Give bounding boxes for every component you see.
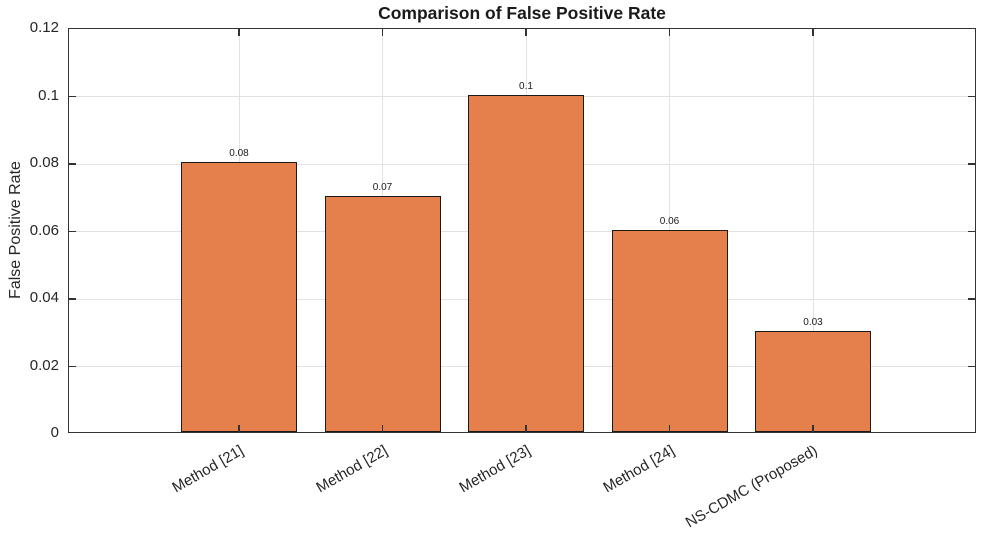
x-tick-mark-top <box>381 29 384 36</box>
x-tick-label: Method [21] <box>169 442 247 497</box>
y-tick-mark-right <box>968 163 975 165</box>
y-tick-mark-right <box>968 230 975 233</box>
bar-value-label: 0.1 <box>519 80 533 92</box>
x-tick-mark-bottom <box>525 425 527 432</box>
bar-value-label: 0.07 <box>372 181 393 193</box>
x-tick-mark-top <box>238 29 240 36</box>
bar-method-22 <box>324 195 441 432</box>
y-tick-mark-left <box>69 230 76 233</box>
bar-method-23 <box>468 94 584 432</box>
bar-value-label: 0.08 <box>229 148 249 159</box>
y-tick-mark-left <box>69 163 76 165</box>
y-tick-mark-left <box>69 298 76 300</box>
bar-value-label: 0.03 <box>803 316 823 328</box>
bar-method-24 <box>611 229 728 432</box>
x-tick-label: NS-CDMC (Proposed) <box>682 442 821 532</box>
bar-ns-cdmc-proposed <box>755 330 871 432</box>
x-tick-label: Method [22] <box>312 442 390 497</box>
chart-title: Comparison of False Positive Rate <box>378 3 666 23</box>
bar-method-21 <box>181 162 297 432</box>
y-tick-label: 0.04 <box>29 289 59 306</box>
x-tick-mark-bottom <box>381 425 384 432</box>
y-tick-mark-right <box>968 298 975 300</box>
x-tick-mark-bottom <box>668 425 671 432</box>
y-tick-mark-right <box>968 365 975 368</box>
y-tick-label: 0 <box>50 424 59 441</box>
y-tick-label: 0.06 <box>29 221 59 239</box>
y-tick-label: 0.12 <box>29 19 59 36</box>
y-tick-mark-left <box>69 365 76 368</box>
y-tick-mark-left <box>69 95 76 98</box>
x-tick-mark-bottom <box>812 425 814 432</box>
x-tick-mark-top <box>525 29 527 36</box>
bar-value-label: 0.06 <box>659 215 680 227</box>
x-tick-mark-top <box>812 29 814 36</box>
vertical-gridline <box>812 29 814 432</box>
y-tick-label: 0.02 <box>29 356 59 374</box>
x-tick-label: Method [23] <box>456 442 534 497</box>
y-tick-label: 0.08 <box>29 154 59 171</box>
y-tick-label: 0.1 <box>38 86 59 104</box>
plot-area: 0.08 0.07 0.1 0.06 0.03 <box>68 28 976 433</box>
x-tick-label: Method [24] <box>599 442 677 497</box>
x-tick-mark-bottom <box>238 425 240 432</box>
x-tick-mark-top <box>668 29 671 36</box>
y-tick-mark-right <box>968 95 975 98</box>
